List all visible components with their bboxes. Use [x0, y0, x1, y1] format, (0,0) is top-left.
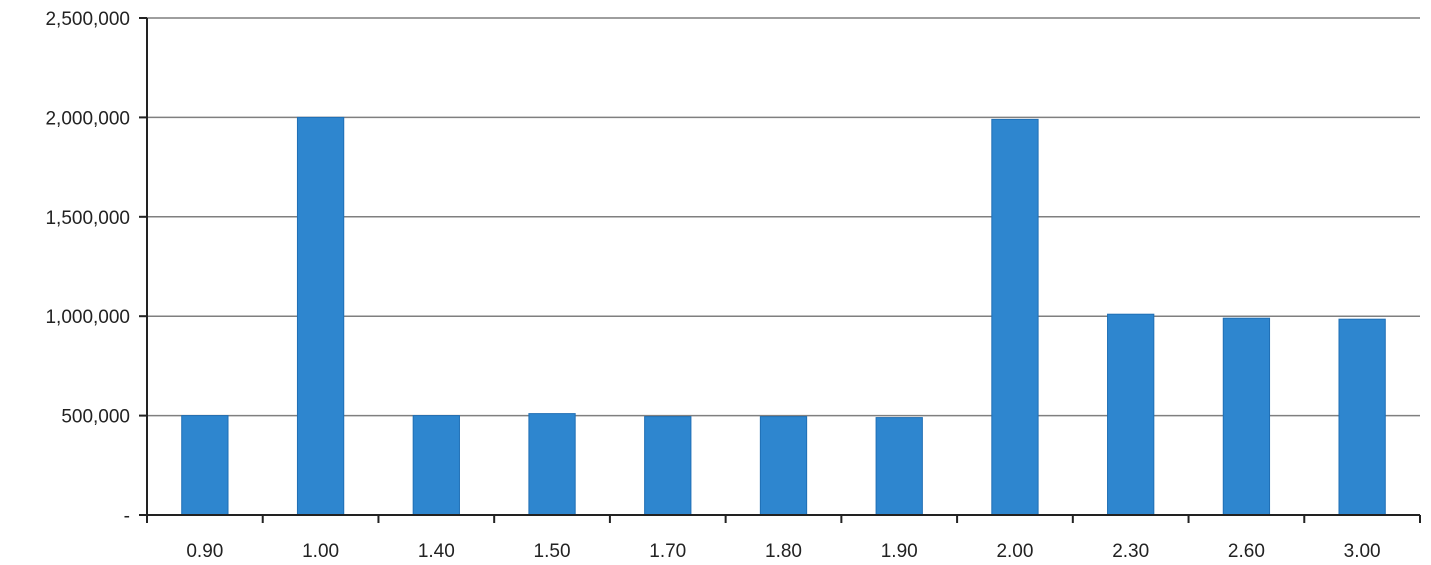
y-tick-label-3: 1,500,000 [45, 208, 130, 229]
bar-0-90 [181, 415, 229, 516]
bars [181, 116, 1386, 516]
x-tick-labels: 0.90 1.00 1.40 1.50 1.70 1.80 1.90 2.00 2.30 2.60… [186, 541, 1380, 562]
y-tick-label-0: - [124, 506, 130, 527]
bar-1-00 [296, 116, 345, 516]
bar-1-50 [528, 413, 576, 516]
bar-2-60 [1222, 317, 1271, 516]
x-tick-label-6: 1.90 [881, 541, 918, 562]
x-tick-label-5: 1.80 [765, 541, 802, 562]
y-tick-label-5: 2,500,000 [45, 9, 130, 30]
x-tick-label-8: 2.30 [1112, 541, 1149, 562]
gridlines [147, 17, 1420, 417]
y-tick-label-2: 1,000,000 [45, 307, 130, 328]
bar-1-70 [644, 416, 692, 516]
x-tick-label-0: 0.90 [186, 541, 223, 562]
x-tick-label-2: 1.40 [418, 541, 455, 562]
bar-1-90 [875, 417, 923, 516]
x-tick-label-7: 2.00 [996, 541, 1033, 562]
x-tick-label-1: 1.00 [302, 541, 339, 562]
bar-2-00 [991, 118, 1039, 516]
x-tick-label-4: 1.70 [649, 541, 686, 562]
bar-1-80 [759, 416, 808, 516]
bar-3-00 [1338, 318, 1386, 516]
bar-1-40 [412, 415, 460, 516]
x-tick-label-9: 2.60 [1228, 541, 1265, 562]
x-tick-label-10: 3.00 [1344, 541, 1381, 562]
y-tick-label-1: 500,000 [61, 407, 130, 428]
y-tick-labels: - 500,000 1,000,000 1,500,000 2,000,000 2,500… [45, 9, 130, 527]
bar-2-30 [1107, 313, 1155, 516]
y-tick-label-4: 2,000,000 [45, 108, 130, 129]
axes [139, 17, 1421, 523]
x-tick-label-3: 1.50 [534, 541, 571, 562]
